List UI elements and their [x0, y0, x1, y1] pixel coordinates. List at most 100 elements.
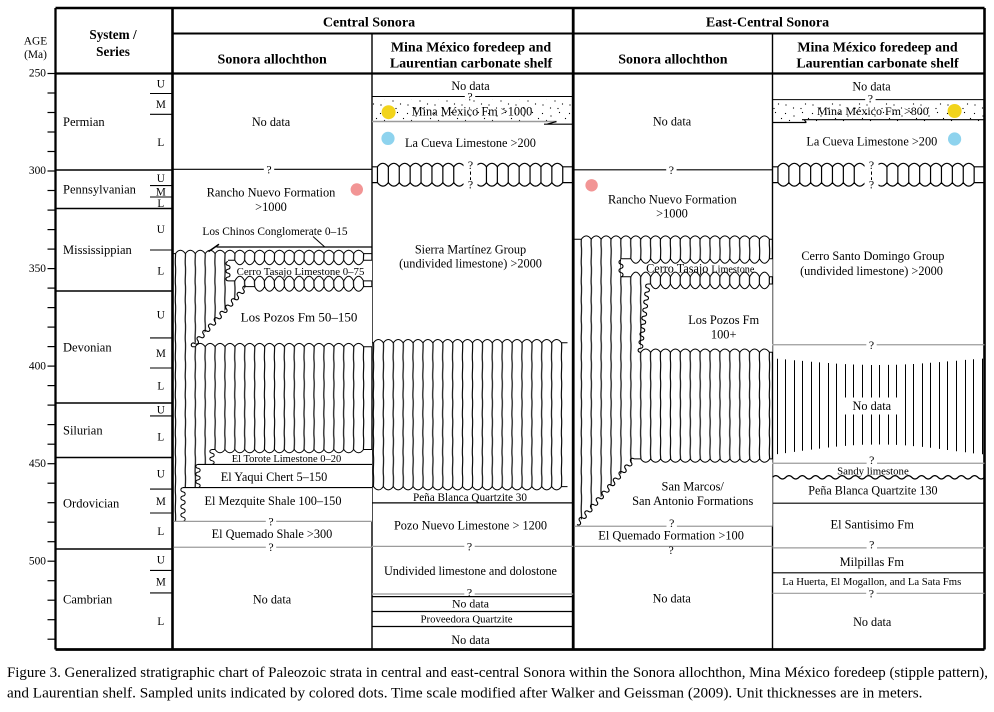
svg-text:Central Sonora: Central Sonora — [323, 15, 415, 30]
svg-text:Sierra Martínez Group: Sierra Martínez Group — [415, 242, 526, 256]
svg-text:No data: No data — [852, 79, 891, 93]
svg-text:>1000: >1000 — [255, 200, 287, 214]
svg-text:Laurentian carbonate shelf: Laurentian carbonate shelf — [796, 57, 959, 72]
svg-text:AGE: AGE — [24, 36, 47, 48]
svg-text:M: M — [156, 348, 166, 360]
svg-text:Sonora allochthon: Sonora allochthon — [218, 52, 328, 67]
svg-text:Peña Blanca Quartzite 30: Peña Blanca Quartzite 30 — [413, 492, 527, 504]
svg-text:System /: System / — [89, 27, 137, 42]
svg-text:No data: No data — [853, 399, 892, 413]
svg-text:Rancho Nuevo Formation: Rancho Nuevo Formation — [207, 185, 336, 199]
svg-text:No data: No data — [253, 593, 292, 607]
svg-text:La Cueva Limestone >200: La Cueva Limestone >200 — [806, 135, 937, 149]
svg-text:Cambrian: Cambrian — [63, 593, 113, 607]
svg-text:La Huerta, El Mogallon, and La: La Huerta, El Mogallon, and La Sata Fms — [782, 576, 961, 588]
svg-text:Proveedora Quartzite: Proveedora Quartzite — [420, 614, 512, 626]
svg-text:Silurian: Silurian — [63, 424, 103, 438]
svg-text:?: ? — [869, 158, 874, 172]
svg-text:?: ? — [268, 514, 273, 528]
svg-text:>1000: >1000 — [656, 206, 688, 220]
svg-text:No data: No data — [252, 115, 291, 129]
svg-text:M: M — [156, 99, 166, 111]
svg-text:M: M — [156, 186, 166, 198]
svg-text:?: ? — [669, 516, 674, 530]
svg-text:and Laurentian shelf. Sampled: and Laurentian shelf. Sampled units indi… — [7, 686, 923, 702]
svg-text:U: U — [157, 468, 165, 480]
svg-text:Cerro Tasajo Limestone: Cerro Tasajo Limestone — [646, 262, 755, 276]
svg-text:?: ? — [868, 91, 873, 105]
svg-text:?: ? — [869, 586, 874, 600]
svg-text:Cerro Tasajo Limestone 0–75: Cerro Tasajo Limestone 0–75 — [237, 266, 365, 278]
svg-text:Cerro Santo Domingo Group: Cerro Santo Domingo Group — [801, 249, 944, 263]
svg-text:Devonian: Devonian — [63, 340, 112, 354]
svg-text:Los Chinos Conglomerate 0–15: Los Chinos Conglomerate 0–15 — [202, 226, 348, 238]
svg-text:El Quemado Formation >100: El Quemado Formation >100 — [598, 529, 744, 543]
svg-text:Peña Blanca Quartzite 130: Peña Blanca Quartzite 130 — [808, 483, 937, 497]
svg-text:Pennsylvanian: Pennsylvanian — [63, 183, 137, 197]
svg-text:Pozo Nuevo Limestone > 1200: Pozo Nuevo Limestone > 1200 — [394, 519, 547, 533]
svg-text:La Cueva Limestone >200: La Cueva Limestone >200 — [405, 136, 536, 150]
svg-text:L: L — [157, 616, 164, 628]
svg-text:450: 450 — [29, 458, 46, 470]
svg-text:El Yaqui Chert 5–150: El Yaqui Chert 5–150 — [221, 470, 328, 484]
svg-text:Series: Series — [96, 44, 130, 59]
svg-text:Sandy limestone: Sandy limestone — [837, 466, 909, 478]
svg-text:U: U — [157, 555, 165, 567]
svg-text:?: ? — [468, 177, 473, 191]
svg-text:L: L — [157, 526, 164, 538]
svg-text:M: M — [156, 577, 166, 589]
svg-text:?: ? — [268, 540, 273, 554]
svg-text:400: 400 — [29, 360, 46, 372]
svg-text:?: ? — [467, 586, 472, 600]
svg-text:El Torote Limestone 0–20: El Torote Limestone 0–20 — [232, 454, 342, 465]
svg-text:Laurentian carbonate shelf: Laurentian carbonate shelf — [390, 57, 553, 72]
svg-text:L: L — [157, 266, 164, 278]
svg-text:East-Central Sonora: East-Central Sonora — [706, 15, 829, 30]
svg-text:Mina México foredeep and: Mina México foredeep and — [797, 40, 958, 55]
svg-text:?: ? — [669, 163, 674, 177]
svg-text:Mina México Fm >800: Mina México Fm >800 — [817, 104, 929, 118]
svg-text:500: 500 — [29, 555, 46, 567]
svg-text:Mina México Fm >1000: Mina México Fm >1000 — [412, 104, 533, 118]
svg-text:(undivided limestone) >2000: (undivided limestone) >2000 — [399, 257, 542, 271]
svg-text:L: L — [157, 381, 164, 393]
svg-text:?: ? — [869, 177, 874, 191]
svg-text:No data: No data — [451, 633, 490, 647]
svg-text:?: ? — [468, 158, 473, 172]
svg-text:100+: 100+ — [711, 327, 737, 341]
svg-text:No data: No data — [452, 596, 490, 610]
svg-text:250: 250 — [29, 68, 46, 80]
svg-text:Rancho Nuevo Formation: Rancho Nuevo Formation — [608, 192, 737, 206]
svg-text:Undivided limestone and dolost: Undivided limestone and dolostone — [384, 564, 557, 578]
svg-text:Permian: Permian — [63, 115, 105, 129]
svg-text:(undivided limestone) >2000: (undivided limestone) >2000 — [800, 264, 943, 278]
svg-text:300: 300 — [29, 165, 46, 177]
svg-text:Figure 3. Generalized stratigr: Figure 3. Generalized stratigraphic char… — [7, 665, 988, 681]
svg-text:L: L — [157, 432, 164, 444]
svg-text:L: L — [157, 198, 164, 210]
svg-text:M: M — [156, 496, 166, 508]
svg-text:U: U — [157, 173, 165, 185]
svg-text:Los Pozos Fm 50–150: Los Pozos Fm 50–150 — [241, 309, 358, 324]
svg-text:(Ma): (Ma) — [24, 49, 47, 61]
svg-text:Mississippian: Mississippian — [63, 243, 133, 257]
svg-text:?: ? — [467, 539, 472, 553]
svg-text:?: ? — [467, 90, 472, 104]
svg-text:El Santisimo Fm: El Santisimo Fm — [831, 518, 915, 532]
svg-text:?: ? — [869, 338, 874, 352]
svg-text:?: ? — [266, 162, 271, 176]
svg-text:No data: No data — [853, 615, 892, 629]
svg-text:El Quemado Shale >300: El Quemado Shale >300 — [212, 527, 333, 541]
svg-text:No data: No data — [653, 592, 692, 606]
svg-text:Los Pozos Fm: Los Pozos Fm — [688, 313, 759, 327]
svg-text:U: U — [157, 79, 165, 91]
svg-text:Sonora allochthon: Sonora allochthon — [618, 52, 728, 67]
svg-text:San Marcos/: San Marcos/ — [662, 479, 725, 493]
svg-text:Milpillas Fm: Milpillas Fm — [840, 555, 905, 569]
svg-text:?: ? — [668, 543, 673, 557]
svg-text:350: 350 — [29, 263, 46, 275]
svg-text:U: U — [157, 309, 165, 321]
svg-text:U: U — [157, 224, 165, 236]
svg-text:?: ? — [869, 453, 874, 467]
svg-text:L: L — [157, 137, 164, 149]
